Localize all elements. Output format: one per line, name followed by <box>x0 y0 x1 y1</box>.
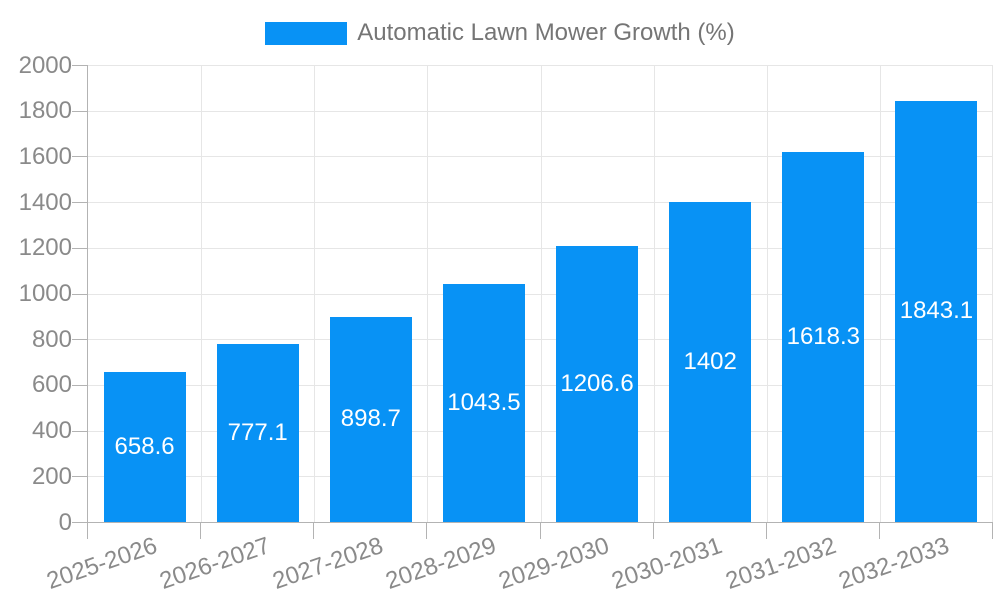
x-axis-tick <box>87 522 88 539</box>
vertical-gridline <box>992 65 993 522</box>
vertical-gridline <box>767 65 768 522</box>
y-axis-tick <box>72 110 87 112</box>
bar-2026-2027[interactable]: 777.1 <box>216 344 299 522</box>
bar-2027-2028[interactable]: 898.7 <box>329 316 412 522</box>
x-axis-label: 2029-2030 <box>495 532 613 595</box>
bar-value-label: 658.6 <box>114 432 175 460</box>
x-axis-tick <box>653 522 654 539</box>
bar-2029-2030[interactable]: 1206.6 <box>556 246 639 522</box>
x-axis-label: 2026-2027 <box>156 532 274 595</box>
y-axis-label: 400 <box>31 417 72 445</box>
vertical-gridline <box>314 65 315 522</box>
bar-value-label: 898.7 <box>340 405 401 433</box>
y-axis-label: 0 <box>58 508 72 536</box>
horizontal-gridline <box>88 156 993 158</box>
bar-2025-2026[interactable]: 658.6 <box>103 371 186 522</box>
y-axis-label: 1800 <box>18 97 72 125</box>
vertical-gridline <box>201 65 202 522</box>
horizontal-gridline <box>88 476 993 478</box>
y-axis-tick <box>72 384 87 386</box>
horizontal-gridline <box>88 202 993 204</box>
x-axis-tick <box>200 522 201 539</box>
bar-2028-2029[interactable]: 1043.5 <box>442 283 525 522</box>
x-axis-label: 2028-2029 <box>382 532 500 595</box>
y-axis-label: 200 <box>31 462 72 490</box>
y-axis-label: 1600 <box>18 142 72 170</box>
y-axis-tick <box>72 293 87 295</box>
bar-2030-2031[interactable]: 1402 <box>669 201 752 522</box>
x-axis-tick <box>313 522 314 539</box>
y-axis-label: 2000 <box>18 51 72 79</box>
y-axis-tick <box>72 156 87 158</box>
x-axis-label: 2031-2032 <box>721 532 840 595</box>
bar-value-label: 1043.5 <box>447 388 521 416</box>
x-axis-tick <box>540 522 541 539</box>
horizontal-gridline <box>88 65 993 66</box>
bar-value-label: 1843.1 <box>899 297 974 325</box>
bar-value-label: 1206.6 <box>560 370 634 398</box>
horizontal-gridline <box>88 430 993 432</box>
bar-2032-2033[interactable]: 1843.1 <box>895 100 978 522</box>
y-axis-label: 1000 <box>18 280 72 307</box>
x-axis-tick <box>879 522 880 539</box>
x-axis-tick <box>766 522 767 539</box>
x-axis-label: 2030-2031 <box>608 532 726 595</box>
x-axis-tick <box>426 522 427 539</box>
x-axis-label: 2032-2033 <box>834 532 953 595</box>
horizontal-gridline <box>88 247 993 249</box>
x-axis-label: 2027-2028 <box>269 532 387 595</box>
vertical-gridline <box>654 65 655 522</box>
y-axis-tick <box>72 247 87 249</box>
horizontal-gridline <box>88 110 993 112</box>
y-axis-label: 800 <box>31 325 72 353</box>
bar-value-label: 777.1 <box>227 419 288 447</box>
plot-area: 658.6 777.1 898.7 1043.5 1206.6 1402 1618.3 184… <box>87 65 993 523</box>
y-axis-tick <box>72 430 87 432</box>
y-axis-label: 1200 <box>18 234 72 262</box>
bar-value-label: 1402 <box>683 347 737 375</box>
y-axis-label: 1400 <box>18 188 72 216</box>
legend-swatch <box>265 21 348 45</box>
legend-label: Automatic Lawn Mower Growth (%) <box>357 19 735 46</box>
legend[interactable]: Automatic Lawn Mower Growth (%) <box>0 18 1000 48</box>
bar-2031-2032[interactable]: 1618.3 <box>782 152 865 522</box>
vertical-gridline <box>541 65 542 522</box>
horizontal-gridline <box>88 339 993 341</box>
vertical-gridline <box>427 65 428 522</box>
y-axis-label: 600 <box>31 371 72 399</box>
y-axis-tick <box>72 476 87 478</box>
y-axis-tick <box>72 522 87 523</box>
horizontal-gridline <box>88 384 993 386</box>
x-axis-label: 2025-2026 <box>43 532 161 595</box>
y-axis-tick <box>72 202 87 204</box>
y-axis-tick <box>72 65 87 66</box>
y-axis-tick <box>72 339 87 341</box>
x-axis-tick <box>992 522 993 539</box>
vertical-gridline <box>880 65 881 522</box>
bar-value-label: 1618.3 <box>786 323 861 351</box>
horizontal-gridline <box>88 293 993 295</box>
